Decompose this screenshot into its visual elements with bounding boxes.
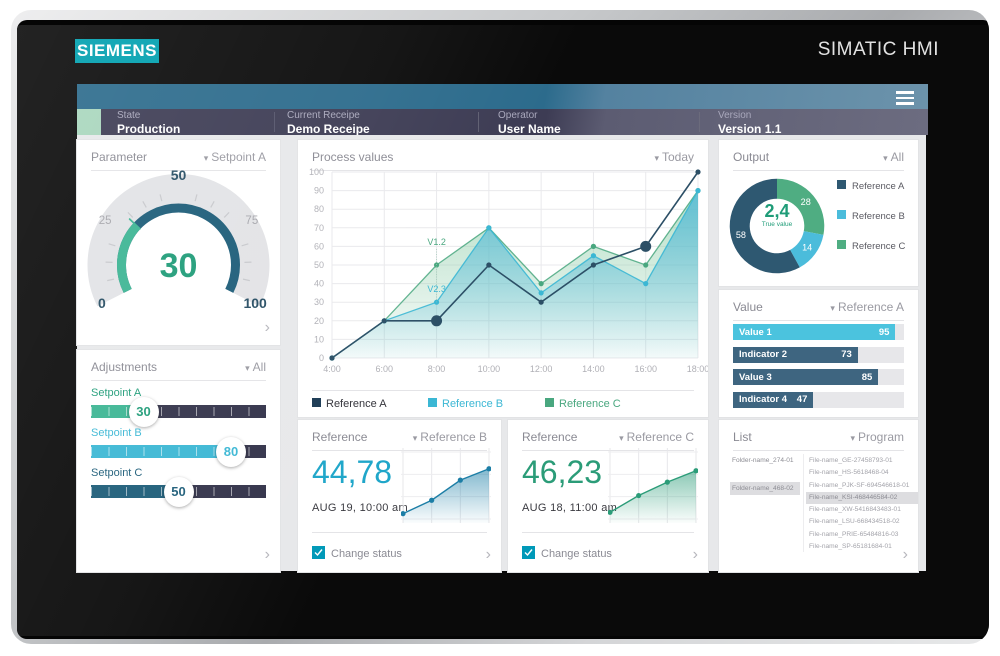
- svg-text:50: 50: [171, 168, 187, 183]
- svg-text:70: 70: [314, 223, 324, 233]
- svg-text:14: 14: [802, 243, 812, 253]
- svg-text:40: 40: [314, 279, 324, 289]
- svg-text:6:00: 6:00: [376, 364, 394, 374]
- svg-text:25: 25: [99, 215, 112, 227]
- svg-text:10: 10: [314, 334, 324, 344]
- svg-text:90: 90: [314, 186, 324, 196]
- svg-text:0: 0: [319, 353, 324, 363]
- svg-text:75: 75: [245, 215, 258, 227]
- svg-text:14:00: 14:00: [582, 364, 605, 374]
- svg-text:10:00: 10:00: [478, 364, 501, 374]
- svg-text:16:00: 16:00: [634, 364, 657, 374]
- svg-text:58: 58: [736, 230, 746, 240]
- svg-text:4:00: 4:00: [323, 364, 341, 374]
- svg-text:V2.3: V2.3: [427, 284, 446, 294]
- svg-text:18:00: 18:00: [687, 364, 708, 374]
- svg-text:100: 100: [243, 295, 267, 311]
- svg-text:8:00: 8:00: [428, 364, 446, 374]
- svg-text:30: 30: [160, 247, 198, 285]
- svg-text:0: 0: [98, 295, 106, 311]
- svg-text:12:00: 12:00: [530, 364, 553, 374]
- svg-text:100: 100: [309, 168, 324, 177]
- svg-text:50: 50: [314, 260, 324, 270]
- svg-text:V1.2: V1.2: [427, 237, 446, 247]
- svg-text:80: 80: [314, 204, 324, 214]
- svg-text:20: 20: [314, 316, 324, 326]
- svg-text:60: 60: [314, 241, 324, 251]
- svg-text:30: 30: [314, 297, 324, 307]
